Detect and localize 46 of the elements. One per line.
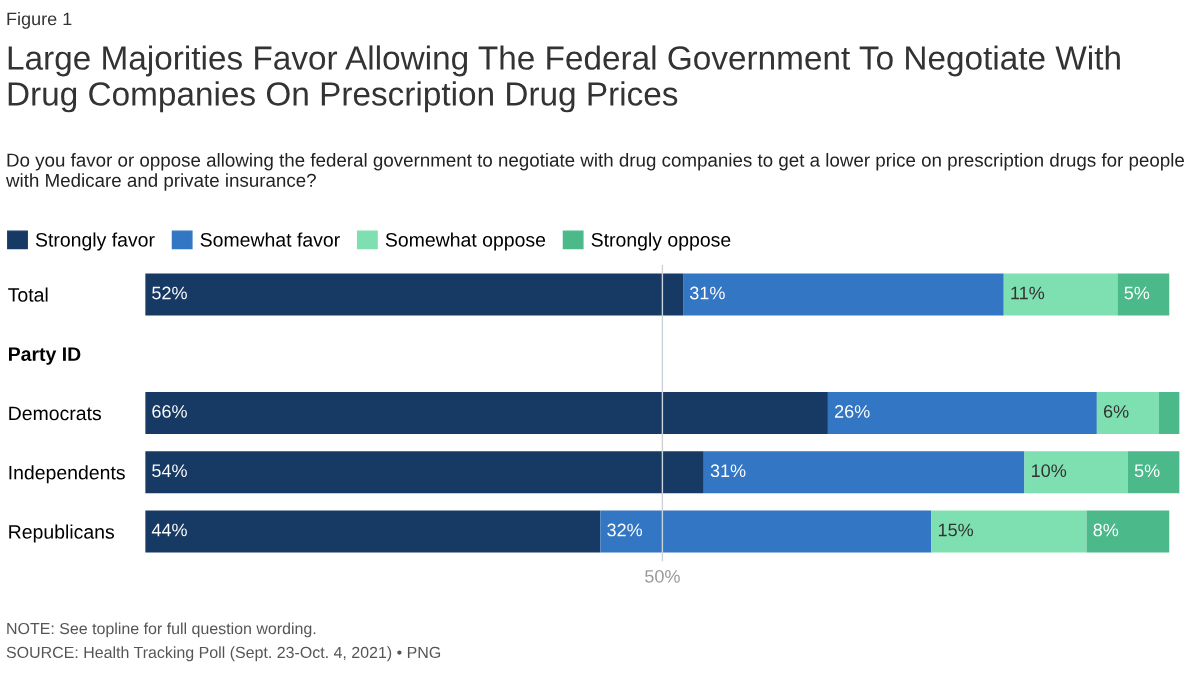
bar xyxy=(1003,273,1118,316)
bar xyxy=(827,391,1097,435)
data-label: 26% xyxy=(835,405,870,418)
data-label: 5% xyxy=(1124,286,1150,300)
data-label: 10% xyxy=(1032,464,1067,478)
legend-label: Strongly oppose xyxy=(591,232,731,251)
y-tick-label: Republicans xyxy=(9,524,115,543)
bar xyxy=(683,273,1004,316)
bar xyxy=(145,273,684,316)
data-label: 31% xyxy=(689,286,725,300)
data-label: 11% xyxy=(1011,286,1045,300)
data-label: 44% xyxy=(151,523,187,537)
bar xyxy=(145,510,601,553)
y-tick-label: Independents xyxy=(9,465,125,484)
legend-label: Somewhat favor xyxy=(200,232,340,247)
chart-title: Large Majorities Favor Allowing The Federal Government To Negotiate With Drug Companies On Prescription Drug Prices xyxy=(8,45,1120,113)
data-label: 66% xyxy=(152,405,187,418)
data-label: 31% xyxy=(710,464,746,478)
source-note: SOURCE: Health Tracking Poll (Sept. 23-Oct. 4, 2021) • PNG xyxy=(6,646,441,662)
data-label: 8% xyxy=(1093,523,1119,537)
bar xyxy=(1127,451,1180,494)
legend-label: Strongly favor xyxy=(35,232,155,251)
x-tick-label: 50% xyxy=(645,569,680,583)
bar xyxy=(1086,510,1170,553)
legend-label: Somewhat oppose xyxy=(385,232,546,251)
y-tick-label: Democrats xyxy=(9,406,101,421)
bar xyxy=(600,510,932,553)
data-label: 32% xyxy=(607,523,643,537)
y-tick-label: Party ID xyxy=(9,347,81,365)
data-label: 6% xyxy=(1103,405,1129,418)
bar xyxy=(1158,391,1180,435)
bar xyxy=(1024,451,1128,494)
data-label: 52% xyxy=(152,286,187,300)
bar xyxy=(931,510,1087,553)
bar xyxy=(145,451,704,494)
y-tick-label: Total xyxy=(8,287,48,302)
bar xyxy=(145,391,828,435)
bar xyxy=(1096,391,1159,435)
data-label: 5% xyxy=(1134,464,1160,478)
text: NOTE: See topline for full question wording. xyxy=(7,622,316,638)
bar xyxy=(703,451,1025,494)
chart-subtitle: Do you favor or oppose allowing the federal government to negotiate with drug companies to get a lower price on prescription drugs for people with Medicare and private insurance? xyxy=(5,153,1184,191)
bar xyxy=(1117,273,1170,316)
data-label: 54% xyxy=(152,464,187,478)
caption: Figure 1 xyxy=(7,12,72,29)
data-label: 15% xyxy=(938,523,974,537)
